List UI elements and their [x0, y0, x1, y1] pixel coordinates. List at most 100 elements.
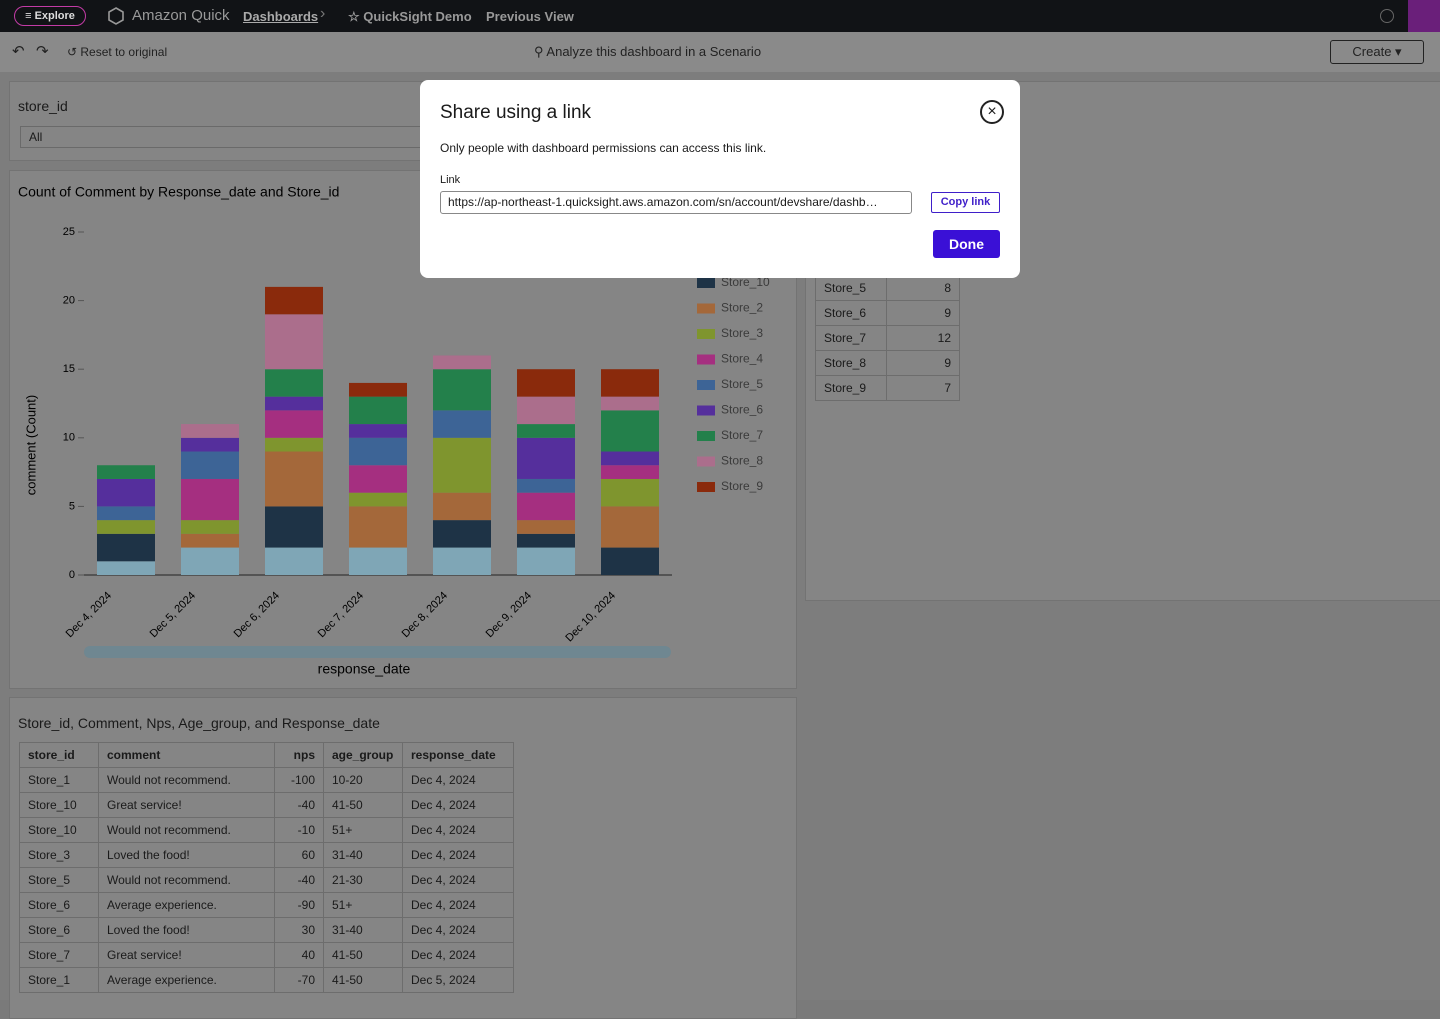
x-tick-label: Dec 7, 2024 — [316, 590, 366, 640]
legend-label: Store_4 — [721, 352, 763, 366]
filter-value: All — [29, 130, 43, 144]
table-row: Store_5 8 — [815, 275, 960, 301]
table-cell: 41-50 — [323, 942, 403, 968]
create-button[interactable]: Create ▾ — [1330, 40, 1424, 64]
bar-segment — [265, 437, 323, 452]
legend-swatch — [697, 354, 715, 365]
reset-label: Reset to original — [80, 45, 168, 59]
legend-swatch — [697, 482, 715, 492]
table-cell: Dec 4, 2024 — [402, 767, 514, 793]
table-cell: 10-20 — [323, 767, 403, 793]
star-icon[interactable]: ☆ QuickSight Demo — [348, 9, 472, 24]
legend-swatch — [697, 329, 715, 339]
reset-button[interactable]: ↺ Reset to original — [67, 45, 168, 59]
table-row: Store_7 Great service! 40 41-50 Dec 4, 2024 — [19, 942, 514, 968]
y-tick-label: 25 — [63, 226, 75, 238]
table-cell: 60 — [274, 842, 324, 868]
legend-label: Store_9 — [721, 479, 763, 493]
table-cell: -10 — [274, 817, 324, 843]
undo-icon[interactable]: ↶ — [12, 43, 25, 60]
table-row: Store_1 Would not recommend. -100 10-20 Dec … — [19, 767, 514, 793]
bar-segment — [349, 547, 407, 575]
legend-label: Store_6 — [721, 403, 763, 417]
breadcrumb-separator: › — [320, 5, 326, 22]
assistant-icon[interactable] — [1408, 0, 1440, 32]
bar-segment — [97, 506, 155, 521]
previous-view[interactable]: Previous View — [486, 9, 574, 24]
bar-segment — [601, 410, 659, 452]
table-cell: 9 — [886, 300, 960, 326]
x-tick-label: Dec 6, 2024 — [232, 590, 282, 640]
legend-label: Store_2 — [721, 301, 763, 315]
legend-swatch — [697, 303, 715, 314]
bar-segment — [265, 410, 323, 438]
legend-swatch — [697, 380, 715, 390]
bar-segment — [601, 547, 659, 575]
bar-segment — [517, 533, 575, 548]
breadcrumb-item: Previous View — [486, 9, 574, 24]
done-label: Done — [949, 236, 984, 252]
table-cell: Store_5 — [19, 867, 99, 893]
table-cell: Store_7 — [19, 942, 99, 968]
bar-segment — [517, 478, 575, 493]
explore-button[interactable]: ≡ Explore — [14, 6, 86, 26]
table-row: Store_8 9 — [815, 350, 960, 376]
bar-segment — [97, 520, 155, 534]
bar-segment — [517, 424, 575, 438]
legend-label: Store_3 — [721, 326, 763, 340]
bar-segment — [601, 369, 659, 397]
table-cell: -100 — [274, 767, 324, 793]
bar-segment — [433, 520, 491, 548]
data-table: store_id comment nps age_group response_date… — [19, 742, 514, 993]
column-header: age_group — [323, 742, 403, 768]
table-cell: 31-40 — [323, 842, 403, 868]
bar-segment — [517, 520, 575, 534]
bar-segment — [601, 465, 659, 479]
table-cell: -40 — [274, 867, 324, 893]
explore-label: Explore — [34, 10, 75, 22]
table-cell: 51+ — [323, 892, 403, 918]
scenario-button[interactable]: ⚲ Analyze this dashboard in a Scenario — [534, 44, 762, 59]
bar-segment — [517, 396, 575, 425]
y-tick-label: 0 — [69, 569, 75, 581]
x-tick-label: Dec 4, 2024 — [64, 590, 114, 640]
top-bar: ≡ Explore Amazon Quick Dashboards › ☆ Qu… — [0, 0, 1440, 32]
redo-icon[interactable]: ↷ — [36, 43, 49, 60]
copy-link-button[interactable]: Copy link — [931, 192, 1000, 213]
table-title: Store_id, Comment, Nps, Age_group, and R… — [18, 715, 380, 731]
filter-label: store_id — [18, 98, 68, 114]
legend-label: Store_5 — [721, 377, 763, 391]
toolbar: ↶ ↷ ↺ Reset to original ⚲ Analyze this d… — [0, 32, 1440, 72]
table-cell: 21-30 — [323, 867, 403, 893]
bar-segment — [181, 533, 239, 548]
legend-label: Store_7 — [721, 428, 763, 442]
bar-segment — [433, 437, 491, 493]
help-icon[interactable] — [1380, 9, 1394, 23]
table-cell: Store_1 — [19, 767, 99, 793]
brand-icon — [108, 7, 124, 25]
table-cell: 7 — [886, 375, 960, 401]
bar-segment — [433, 547, 491, 575]
link-field[interactable]: https://ap-northeast-1.quicksight.aws.am… — [440, 191, 912, 214]
table-cell: Store_9 — [815, 375, 887, 401]
table-row: Store_3 Loved the food! 60 31-40 Dec 4, 2024 — [19, 842, 514, 868]
column-header: store_id — [19, 742, 99, 768]
bar-segment — [349, 465, 407, 493]
table-cell: Great service! — [98, 792, 275, 818]
close-button[interactable]: × — [980, 100, 1004, 124]
table-panel: Store_id, Comment, Nps, Age_group, and R… — [9, 697, 797, 1019]
range-slider[interactable] — [84, 646, 671, 658]
x-tick-label: Dec 9, 2024 — [484, 590, 534, 640]
bar-segment — [433, 355, 491, 370]
column-header: nps — [274, 742, 324, 768]
breadcrumb-link[interactable]: Dashboards — [243, 9, 319, 24]
done-button[interactable]: Done — [933, 230, 1000, 258]
bar-segment — [349, 506, 407, 548]
table-cell: 51+ — [323, 817, 403, 843]
table-cell: Dec 4, 2024 — [402, 917, 514, 943]
y-tick-label: 5 — [69, 500, 75, 512]
bar-segment — [265, 314, 323, 370]
table-cell: Store_3 — [19, 842, 99, 868]
breadcrumb-item: QuickSight Demo — [363, 9, 472, 24]
table-cell: 40 — [274, 942, 324, 968]
